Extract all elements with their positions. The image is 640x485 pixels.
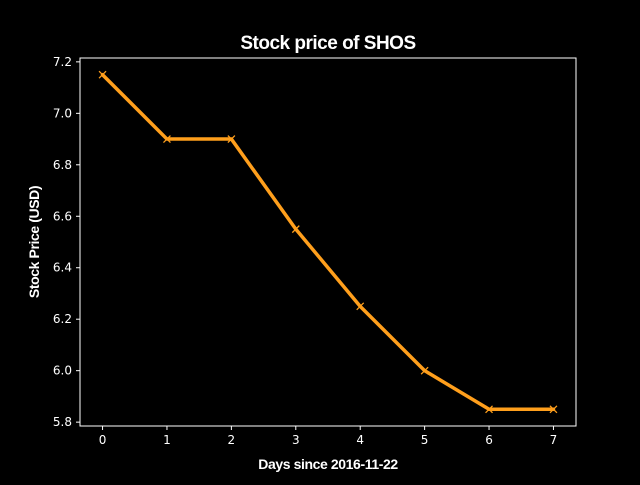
plot-area xyxy=(79,57,577,427)
data-point xyxy=(227,135,236,144)
y-tick-label: 6.4 xyxy=(53,261,72,275)
x-axis: 0 1 2 3 4 5 6 7 xyxy=(99,426,558,447)
data-point xyxy=(485,405,493,414)
x-tick-label: 0 xyxy=(99,433,107,447)
x-tick-label: 4 xyxy=(356,433,364,447)
data-point xyxy=(356,302,365,311)
y-tick-label: 6.2 xyxy=(53,312,72,326)
x-axis-label: Days since 2016-11-22 xyxy=(258,456,398,472)
y-tick-label: 6.6 xyxy=(53,209,72,223)
series-layer xyxy=(98,70,558,414)
data-point xyxy=(291,225,300,234)
y-tick-label: 6.8 xyxy=(53,158,72,172)
data-point xyxy=(163,135,171,144)
y-tick-label: 6.0 xyxy=(53,364,72,378)
x-tick-label: 2 xyxy=(228,433,236,447)
data-point xyxy=(420,366,429,375)
chart-title: Stock price of SHOS xyxy=(240,33,415,54)
x-tick-label: 5 xyxy=(421,433,429,447)
y-tick-label: 7.2 xyxy=(53,55,72,69)
x-tick-label: 7 xyxy=(550,433,558,447)
y-axis: 5.8 6.0 6.2 6.4 6.6 6.8 7.0 7.2 xyxy=(53,55,80,429)
x-tick-label: 1 xyxy=(163,433,171,447)
y-tick-label: 5.8 xyxy=(53,415,72,429)
data-point xyxy=(98,70,107,79)
y-tick-label: 7.0 xyxy=(53,106,72,120)
x-tick-label: 6 xyxy=(485,433,493,447)
y-axis-label: Stock Price (USD) xyxy=(26,186,42,298)
series-line xyxy=(100,72,556,412)
data-point xyxy=(549,405,558,414)
x-tick-label: 3 xyxy=(292,433,300,447)
